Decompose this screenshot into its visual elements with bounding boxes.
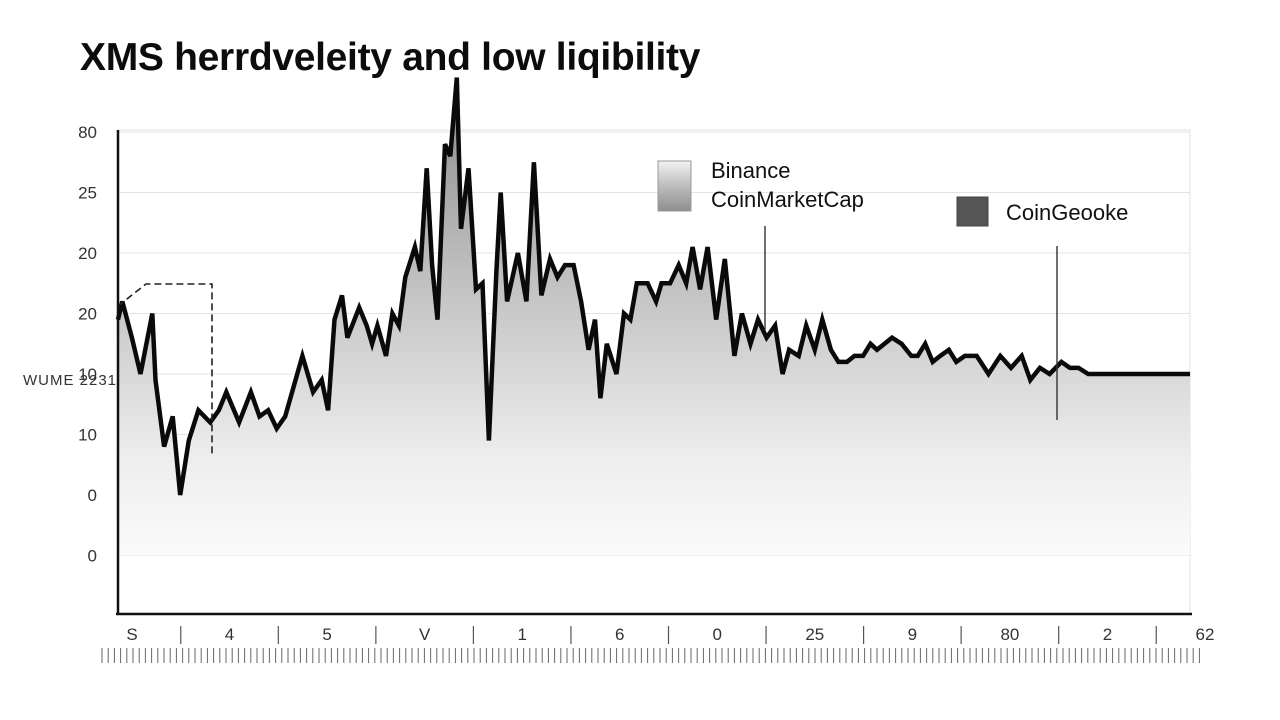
x-tick-label: S <box>126 625 137 644</box>
y-tick-label: 10 <box>78 426 97 445</box>
y-axis-label: WUME 2231 <box>23 372 117 389</box>
x-tick-label: V <box>419 625 431 644</box>
dashed-annotation-bracket <box>117 283 213 455</box>
legend-label: CoinMarketCap <box>711 187 864 212</box>
y-axis-ticks: 80 25 20 20 10 10 0 0 <box>78 123 97 566</box>
y-tick-label: 20 <box>78 244 97 263</box>
y-tick-label: 0 <box>88 486 97 505</box>
x-tick-label: 62 <box>1196 625 1215 644</box>
y-tick-label: 80 <box>78 123 97 142</box>
x-tick-label: 25 <box>805 625 824 644</box>
y-tick-label: 20 <box>78 305 97 324</box>
series-line <box>115 77 1190 496</box>
x-axis-ticks: S 4 5 V 1 6 0 25 9 80 2 62 <box>126 625 1214 644</box>
legend-label: CoinGeooke <box>1006 200 1128 225</box>
x-tick-label: 4 <box>225 625 234 644</box>
x-tick-label: 5 <box>322 625 331 644</box>
legend-swatch-dark <box>956 196 989 227</box>
x-tick-label: 2 <box>1103 625 1112 644</box>
x-axis-ruler <box>101 648 1200 663</box>
legend: Binance CoinMarketCap CoinGeooke <box>657 158 1128 227</box>
x-tick-label: 0 <box>713 625 722 644</box>
series-area-fill <box>118 77 1190 556</box>
x-tick-label: 80 <box>1000 625 1019 644</box>
x-tick-label: 6 <box>615 625 624 644</box>
x-tick-label: 9 <box>908 625 917 644</box>
y-tick-label: 10 <box>78 365 97 384</box>
legend-label: Binance <box>711 158 791 183</box>
x-tick-label: 1 <box>517 625 526 644</box>
y-tick-label: 0 <box>88 547 97 566</box>
legend-swatch-gradient <box>657 160 692 212</box>
chart-title: XMS herrdveleity and low liqibility <box>80 36 701 79</box>
y-tick-label: 25 <box>78 184 97 203</box>
